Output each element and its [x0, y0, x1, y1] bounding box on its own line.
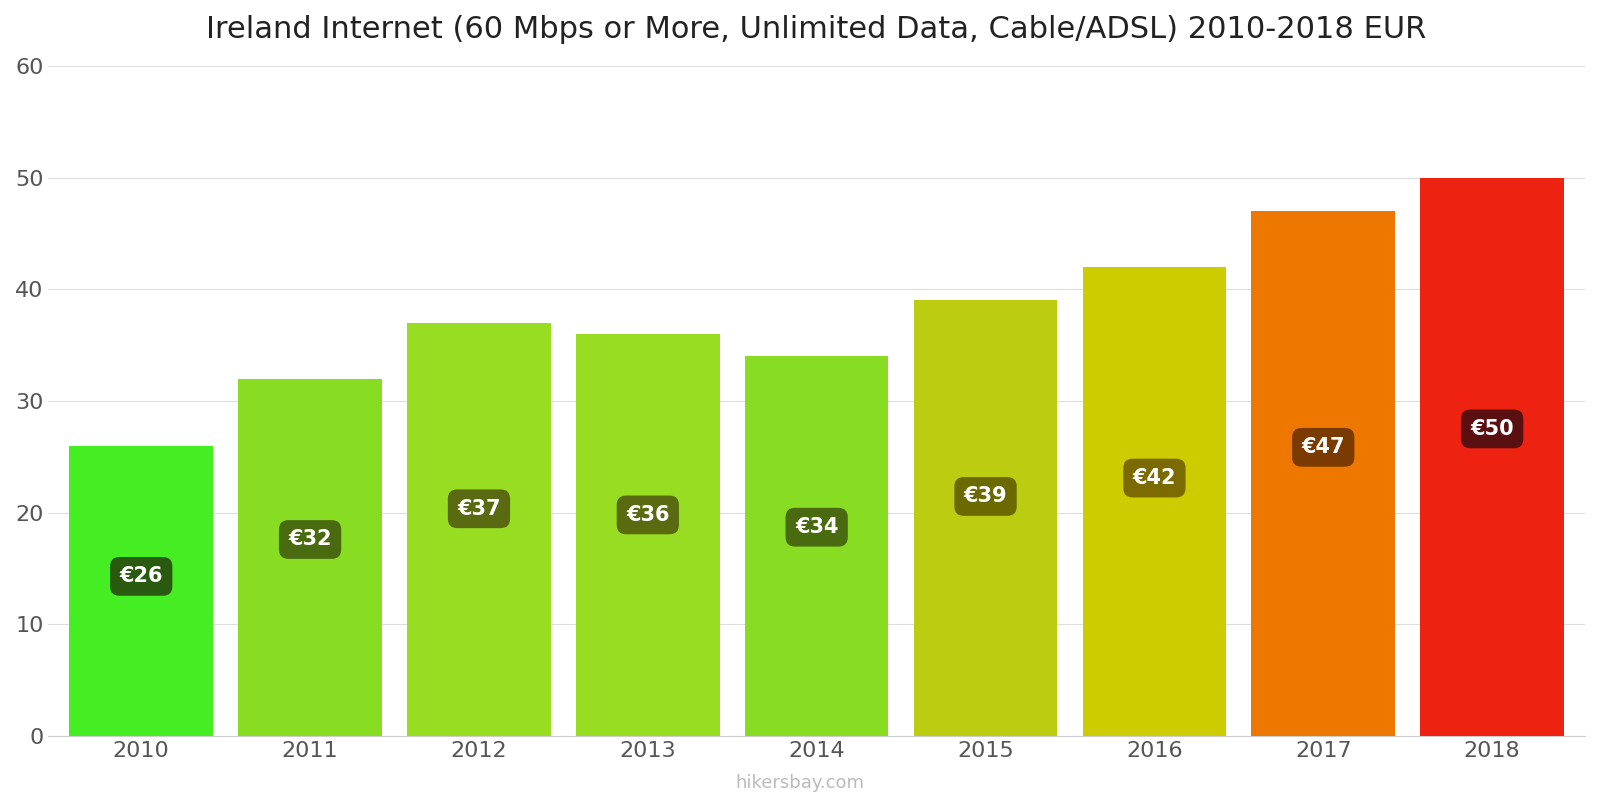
Title: Ireland Internet (60 Mbps or More, Unlimited Data, Cable/ADSL) 2010-2018 EUR: Ireland Internet (60 Mbps or More, Unlim… [206, 15, 1427, 44]
Bar [746, 356, 888, 736]
Text: €34: €34 [795, 518, 838, 538]
Text: hikersbay.com: hikersbay.com [736, 774, 864, 792]
Text: €26: €26 [120, 566, 163, 586]
Bar [1083, 267, 1226, 736]
Text: €42: €42 [1133, 468, 1176, 488]
Text: €37: €37 [458, 498, 501, 518]
Text: €36: €36 [626, 505, 669, 525]
Bar [914, 301, 1058, 736]
Bar [69, 446, 213, 736]
Bar [238, 378, 382, 736]
Bar [576, 334, 720, 736]
Text: €47: €47 [1301, 438, 1346, 458]
Text: €50: €50 [1470, 419, 1514, 439]
Text: €32: €32 [288, 530, 331, 550]
Text: €39: €39 [963, 486, 1008, 506]
Bar [1251, 211, 1395, 736]
Bar [1421, 178, 1563, 736]
Bar [406, 322, 550, 736]
